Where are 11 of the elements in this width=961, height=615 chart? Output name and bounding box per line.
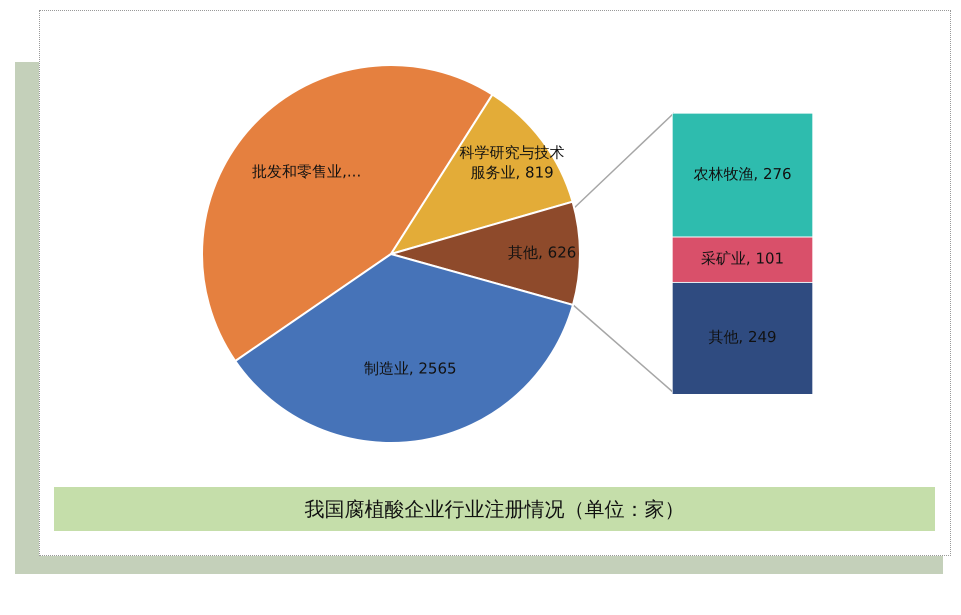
series-label: 其他, — [708, 328, 744, 346]
data-label: 249 — [748, 328, 777, 346]
slice-label: 科学研究与技术服务业, 819 — [460, 143, 565, 182]
text: 我国腐植酸企业行业注册情况（单位：家） — [54, 487, 935, 531]
slice-label: 制造业, 2565 — [364, 359, 457, 378]
slice-label: 批发和零售业,... — [252, 162, 362, 181]
data-label: 276 — [762, 164, 792, 183]
series-label: 采矿业, — [700, 249, 751, 268]
series-label: 农林牧渔, — [693, 164, 758, 183]
slice-label: 其他, 626 — [508, 243, 576, 262]
data-label: 101 — [755, 249, 784, 268]
